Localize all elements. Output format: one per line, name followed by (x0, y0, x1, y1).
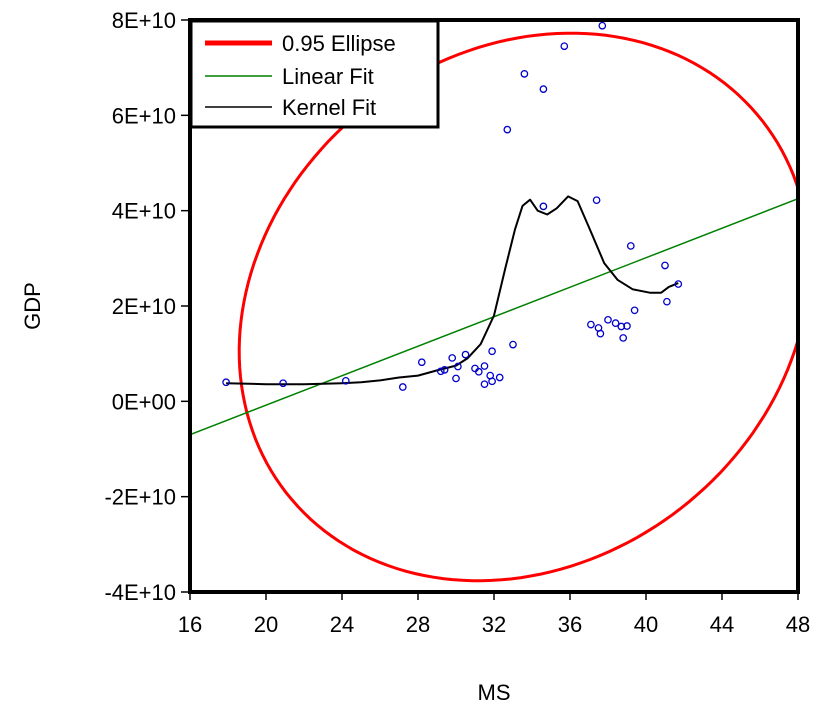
data-point (488, 377, 496, 386)
x-tick-label: 48 (786, 612, 810, 637)
data-point (617, 322, 626, 331)
data-point (619, 334, 628, 342)
y-tick-label: -2E+10 (104, 485, 176, 510)
x-axis-label: MS (478, 680, 511, 705)
data-point (398, 383, 407, 391)
y-tick-label: -4E+10 (104, 580, 176, 605)
legend-label-kernel: Kernel Fit (282, 95, 376, 120)
data-point (480, 362, 489, 370)
axes-layer: 16 20 24 28 32 36 40 44 48 -4E+10 -2E+10 0E+00 2E+10… (104, 8, 810, 637)
y-tick-label: 8E+10 (112, 8, 176, 33)
data-point (604, 315, 612, 324)
data-point (509, 340, 517, 349)
data-point (495, 373, 504, 382)
x-tick-label: 16 (178, 612, 202, 637)
data-point (596, 329, 605, 338)
data-point (222, 378, 230, 387)
data-point (663, 297, 671, 306)
data-point (623, 322, 631, 330)
x-tick-label: 20 (254, 612, 278, 637)
data-point (461, 350, 470, 359)
data-point (630, 306, 639, 315)
data-point (661, 261, 669, 270)
confidence-ellipse (237, 31, 798, 583)
x-tick-label: 24 (330, 612, 354, 637)
x-tick-label: 32 (482, 612, 506, 637)
data-point (598, 21, 607, 30)
data-point (626, 242, 635, 250)
x-tick-label: 44 (710, 612, 734, 637)
data-point (611, 319, 620, 328)
data-point (539, 85, 548, 93)
data-point (417, 358, 426, 367)
data-point (560, 42, 569, 51)
data-point (674, 280, 683, 288)
legend-label-ellipse: 0.95 Ellipse (282, 31, 396, 56)
kernel-fit-line (226, 195, 679, 386)
data-point (279, 379, 287, 388)
y-tick-label: 6E+10 (112, 103, 176, 128)
data-point (474, 367, 483, 376)
data-point (503, 125, 512, 134)
legend: 0.95 Ellipse Linear Fit Kernel Fit (189, 19, 440, 129)
data-point (592, 196, 601, 205)
x-tick-label: 36 (558, 612, 582, 637)
data-point (488, 347, 496, 356)
series-layer (190, 21, 798, 583)
y-tick-label: 0E+00 (112, 389, 176, 414)
legend-label-linear: Linear Fit (282, 64, 374, 89)
data-point (452, 374, 460, 383)
data-point (454, 362, 462, 371)
data-point (448, 354, 457, 362)
y-axis-label: GDP (20, 282, 45, 330)
x-tick-label: 28 (406, 612, 430, 637)
data-point (436, 367, 445, 376)
y-tick-label: 4E+10 (112, 199, 176, 224)
y-tick-label: 2E+10 (112, 294, 176, 319)
data-point (587, 320, 595, 329)
x-tick-label: 40 (634, 612, 658, 637)
legend-box (189, 19, 440, 129)
data-point (539, 202, 548, 211)
data-point (480, 380, 489, 389)
data-point (440, 366, 449, 374)
data-point (520, 70, 529, 78)
data-point (341, 376, 350, 385)
